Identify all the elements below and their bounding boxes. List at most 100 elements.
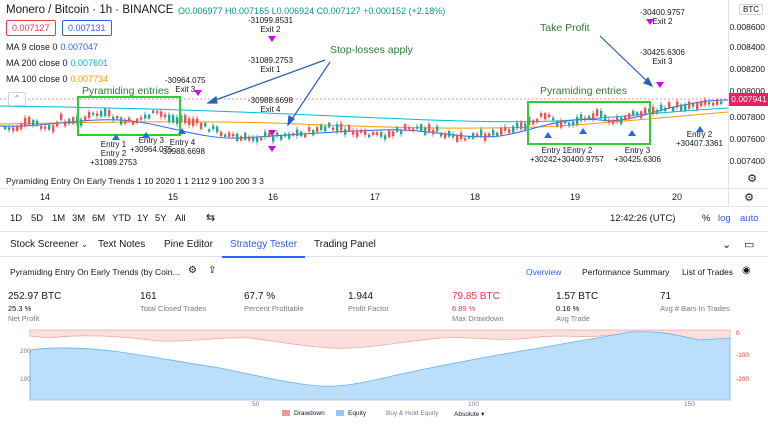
candle-body bbox=[68, 119, 71, 124]
last-price-label: 0.007941 bbox=[729, 93, 768, 106]
trade-label: Entry 1 Entry 2 +31089.2753 bbox=[90, 140, 137, 167]
price-chart[interactable]: Monero / Bitcoin · 1h · BINANCE O0.00697… bbox=[0, 0, 728, 188]
timeframe-1d[interactable]: 1D bbox=[10, 213, 23, 224]
camera-icon[interactable]: ◉ bbox=[742, 265, 751, 276]
candle-body bbox=[656, 110, 659, 113]
timeframe-ytd[interactable]: YTD bbox=[112, 213, 131, 224]
sell-price-box[interactable]: 0.007127 bbox=[6, 20, 56, 36]
candle-body bbox=[496, 132, 499, 136]
equity-area bbox=[29, 331, 731, 401]
time-axis[interactable]: 14 15 16 17 18 19 20 bbox=[0, 188, 728, 207]
candle-body bbox=[64, 121, 67, 126]
date-range-icon[interactable]: ⇆ bbox=[206, 212, 216, 224]
candle-body bbox=[476, 133, 479, 137]
currency-badge[interactable]: BTC bbox=[739, 4, 763, 15]
tab-pine-editor[interactable]: Pine Editor bbox=[164, 239, 213, 250]
legend-drawdown[interactable]: Drawdown bbox=[282, 410, 325, 417]
candle-body bbox=[52, 125, 55, 132]
chevron-down-icon: ⌄ bbox=[81, 240, 88, 249]
bottom-panel-tabs: Stock Screener ⌄ Text Notes Pine Editor … bbox=[0, 234, 768, 258]
candle-body bbox=[512, 126, 515, 133]
timeframe-1m[interactable]: 1M bbox=[52, 213, 66, 224]
metric-label: Avg Trade bbox=[556, 314, 591, 323]
percent-scale-toggle[interactable]: % bbox=[702, 213, 711, 224]
legend-equity[interactable]: Equity bbox=[336, 410, 366, 417]
candle-body bbox=[192, 118, 195, 126]
pyramiding-box-right bbox=[527, 101, 651, 145]
buy-price-box[interactable]: 0.007131 bbox=[62, 20, 112, 36]
auto-scale-toggle[interactable]: auto bbox=[740, 213, 759, 224]
timeframe-3m[interactable]: 3M bbox=[72, 213, 86, 224]
ohlc-values: O0.006977 H0.007165 L0.006924 C0.007127 … bbox=[178, 6, 446, 16]
strategy-overlay-title[interactable]: Pyramiding Entry On Early Trends 1 10 20… bbox=[6, 176, 264, 186]
candle-body bbox=[372, 132, 375, 135]
tab-performance-summary[interactable]: Performance Summary bbox=[582, 267, 670, 277]
entry-marker bbox=[628, 130, 636, 136]
candle-body bbox=[596, 109, 599, 117]
candle-body bbox=[196, 118, 199, 124]
candle-body bbox=[484, 133, 487, 141]
settings-icon[interactable]: ⚙ bbox=[728, 188, 768, 207]
timeframe-5y[interactable]: 5Y bbox=[155, 213, 167, 224]
price-tick: 0.008600 bbox=[729, 22, 765, 32]
candle-body bbox=[428, 124, 431, 132]
exit-marker bbox=[268, 146, 276, 152]
tab-stock-screener[interactable]: Stock Screener ⌄ bbox=[2, 234, 96, 256]
metric-sub: 0.16 % bbox=[556, 304, 580, 313]
timeframe-5d[interactable]: 5D bbox=[31, 213, 44, 224]
candle-body bbox=[340, 123, 343, 131]
candle-body bbox=[80, 119, 83, 126]
candle-body bbox=[556, 121, 559, 126]
price-axis[interactable]: BTC 0.008600 0.008400 0.008200 0.008000 … bbox=[728, 0, 768, 188]
timeframe-6m[interactable]: 6M bbox=[92, 213, 106, 224]
candle-body bbox=[456, 134, 459, 142]
trade-count-tick: 100 bbox=[468, 401, 479, 408]
gear-icon[interactable]: ⚙ bbox=[747, 173, 757, 185]
candle-body bbox=[44, 126, 47, 129]
candle-body bbox=[396, 127, 399, 132]
tab-overview[interactable]: Overview bbox=[526, 267, 562, 277]
maximize-panel-icon[interactable]: ▭ bbox=[744, 239, 755, 251]
legend-buy-hold[interactable]: Buy & Hold Equity bbox=[386, 410, 439, 417]
candle-body bbox=[524, 123, 527, 130]
log-scale-toggle[interactable]: log bbox=[718, 213, 731, 224]
candle-body bbox=[288, 133, 291, 139]
timeframe-1y[interactable]: 1Y bbox=[137, 213, 149, 224]
clock-display[interactable]: 12:42:26 (UTC) bbox=[610, 213, 676, 224]
indicator-ma-100[interactable]: MA 100 close 0 0.007734 bbox=[6, 74, 111, 84]
indicator-value: 0.007047 bbox=[60, 42, 99, 52]
metric-value: 252.97 BTC bbox=[8, 291, 62, 302]
absolute-dropdown[interactable]: Absolute ▾ bbox=[454, 410, 484, 418]
candle-body bbox=[184, 115, 187, 123]
tab-list-of-trades[interactable]: List of Trades bbox=[682, 267, 734, 277]
indicator-ma-200[interactable]: MA 200 close 0 0.007601 bbox=[6, 58, 111, 68]
candle-body bbox=[280, 135, 283, 140]
export-icon[interactable]: ⇪ bbox=[208, 265, 217, 276]
collapse-indicators-button[interactable]: ⌃ bbox=[8, 92, 26, 106]
symbol-title[interactable]: Monero / Bitcoin · 1h · BINANCE bbox=[6, 4, 174, 16]
tab-strategy-tester[interactable]: Strategy Tester bbox=[222, 234, 306, 258]
candlestick-plot[interactable] bbox=[0, 0, 728, 188]
equity-chart[interactable]: 200 100 0 -100 -200 50 100 150 bbox=[0, 328, 768, 408]
candle-body bbox=[584, 117, 587, 121]
candle-body bbox=[680, 104, 683, 111]
equity-legend: Drawdown Equity Buy & Hold Equity Absolu… bbox=[0, 408, 768, 422]
pyramiding-annotation-right: Pyramiding entries bbox=[540, 85, 627, 97]
candle-body bbox=[204, 122, 207, 127]
candle-body bbox=[520, 122, 523, 130]
tab-trading-panel[interactable]: Trading Panel bbox=[314, 239, 376, 250]
candle-body bbox=[128, 117, 131, 122]
candle-body bbox=[348, 125, 351, 131]
metric-value: 79.85 BTC bbox=[452, 291, 500, 302]
indicator-ma-9[interactable]: MA 9 close 0 0.007047 bbox=[6, 42, 101, 52]
candle-body bbox=[24, 117, 27, 126]
collapse-panel-icon[interactable]: ⌄ bbox=[722, 239, 732, 251]
trade-label: -31089.2753 Exit 1 bbox=[248, 56, 293, 74]
candle-body bbox=[664, 107, 667, 112]
strategy-name[interactable]: Pyramiding Entry On Early Trends (by Coi… bbox=[10, 267, 180, 277]
gear-icon[interactable]: ⚙ bbox=[188, 265, 197, 276]
candle-body bbox=[116, 116, 119, 119]
tab-text-notes[interactable]: Text Notes bbox=[98, 239, 146, 250]
timeframe-all[interactable]: All bbox=[175, 213, 186, 224]
candle-body bbox=[704, 99, 707, 105]
